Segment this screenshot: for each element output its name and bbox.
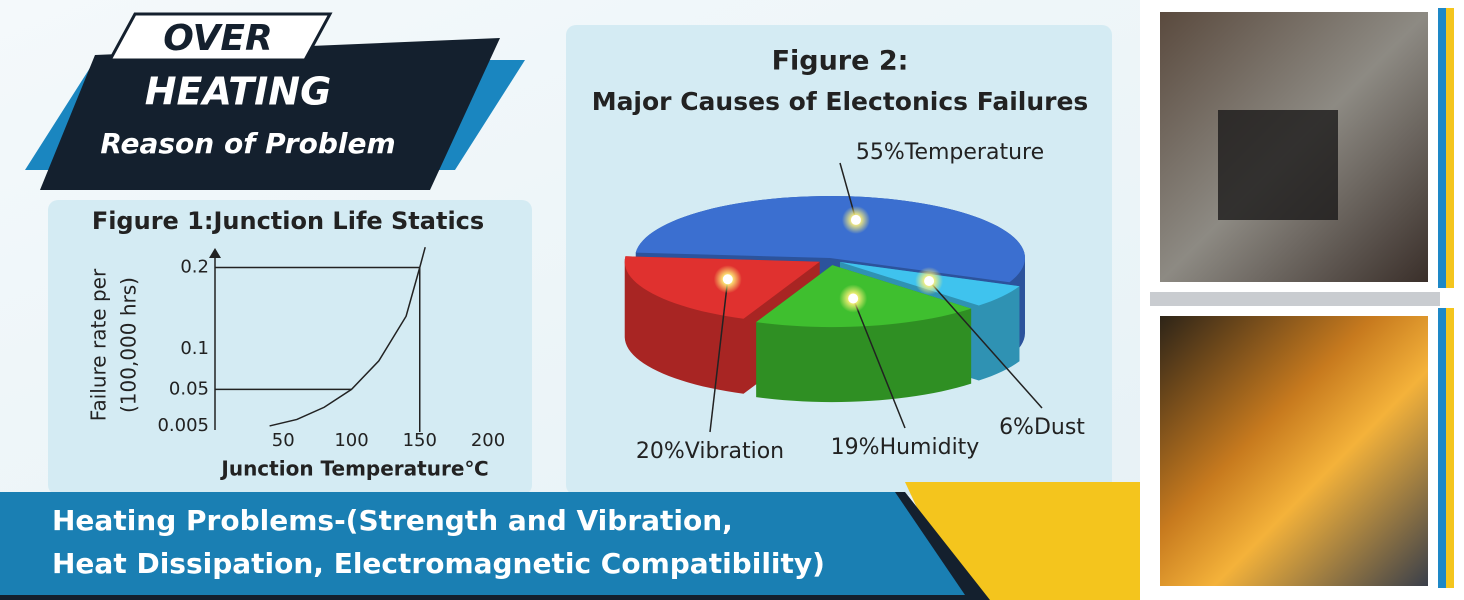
burning-board-photo: [1160, 316, 1428, 586]
value-label: 6%Dust: [999, 415, 1085, 440]
banner: [0, 492, 965, 595]
label-dot: [848, 293, 859, 304]
stripe: [1438, 8, 1446, 288]
label-dot: [722, 274, 733, 285]
figure-2: Figure 2: Major Causes of Electonics Fail…: [592, 46, 1089, 465]
burn-mark: [1218, 110, 1338, 220]
y-tick-label: 0.05: [169, 378, 209, 399]
badge: [40, 38, 500, 190]
banner-line: Heating Problems-(Strength and Vibration…: [52, 504, 733, 537]
chart-subtitle: Major Causes of Electonics Failures: [592, 87, 1089, 116]
badge-line: HEATING: [145, 70, 332, 114]
banner-line: Heat Dissipation, Electromagnetic Compat…: [52, 547, 825, 580]
y-tick-label: 0.2: [180, 257, 209, 278]
label-dot: [850, 214, 861, 225]
line: [269, 246, 426, 427]
stripe: [1438, 308, 1446, 588]
leader-line: [709, 279, 729, 433]
x-tick-label: 150: [403, 430, 437, 451]
x-axis-label: Junction Temperature℃: [219, 457, 488, 481]
y-axis-label: (100,000 hrs): [117, 277, 141, 413]
label-dot: [924, 275, 935, 286]
y-axis-label: Failure rate per: [87, 268, 111, 421]
badge-line: Reason of Problem: [100, 127, 395, 160]
figure-1: Figure 1:Junction Life Statics Failure ra…: [87, 207, 506, 481]
chart-title: Figure 2:: [772, 46, 909, 77]
badge-line: OVER: [163, 18, 273, 59]
x-tick-label: 200: [471, 430, 505, 451]
badge-top: [107, 12, 333, 62]
x-tick-label: 50: [272, 430, 295, 451]
value-label: 20%Vibration: [636, 439, 784, 464]
stripe: [1446, 8, 1454, 288]
y-tick-label: 0.1: [180, 338, 209, 359]
stripe: [1446, 308, 1454, 588]
value-label: 55%Temperature: [856, 140, 1044, 165]
slice: [635, 196, 1025, 283]
axis-arrow: [209, 248, 221, 258]
photo-divider: [1150, 292, 1440, 306]
value-label: 19%Humidity: [831, 435, 980, 460]
leader-line: [928, 280, 1043, 409]
x-tick-label: 100: [334, 430, 368, 451]
chart-title: Figure 1:Junction Life Statics: [92, 207, 484, 235]
figure-1-panel: [48, 200, 532, 495]
y-tick-label: 0.005: [157, 415, 209, 436]
leader-line: [852, 298, 906, 429]
